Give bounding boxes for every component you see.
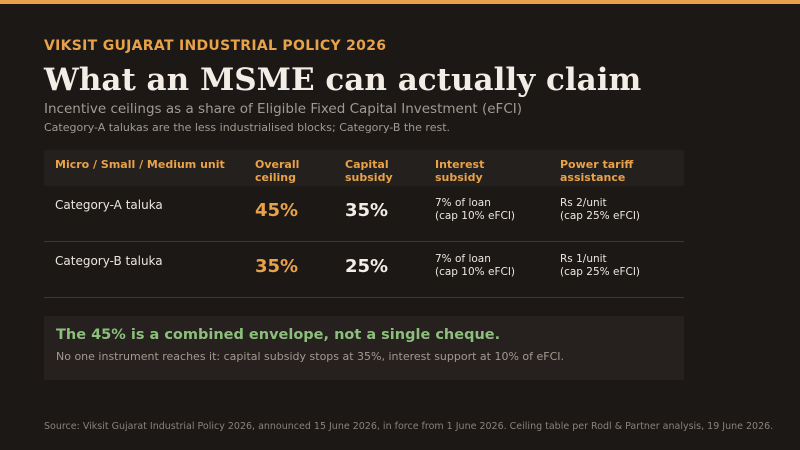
row-label: Category-B taluka: [55, 254, 163, 268]
interest-cap: (cap 10% eFCI): [435, 210, 516, 222]
overall-ceiling-value: 35%: [255, 256, 299, 277]
header-power-line1: Power tariff: [560, 158, 634, 171]
header-capital: Capital subsidy: [345, 158, 393, 184]
interest-cap: (cap 10% eFCI): [435, 266, 516, 278]
power-rate: Rs 2/unit: [560, 197, 607, 209]
incentive-table: Micro / Small / Medium unit Overall ceil…: [44, 150, 684, 298]
power-cap: (cap 25% eFCI): [560, 266, 641, 278]
capital-subsidy-value: 25%: [345, 256, 389, 277]
header-power-line2: assistance: [560, 171, 626, 184]
page-note: Category-A talukas are the less industri…: [44, 121, 451, 134]
header-power: Power tariff assistance: [560, 158, 633, 184]
header-overall: Overall ceiling: [255, 158, 299, 184]
callout-headline: The 45% is a combined envelope, not a si…: [56, 327, 501, 343]
page-subtitle: Incentive ceilings as a share of Eligibl…: [44, 101, 522, 117]
table-row-category-a: Category-A taluka 45% 35% 7% of loan (ca…: [44, 186, 684, 242]
header-unit-text: Micro / Small / Medium unit: [55, 158, 225, 171]
row-label: Category-A taluka: [55, 198, 163, 212]
overall-ceiling-value: 45%: [255, 200, 299, 221]
source-note: Source: Viksit Gujarat Industrial Policy…: [44, 421, 774, 432]
interest-subsidy-value: 7% of loan (cap 10% eFCI): [435, 253, 515, 279]
capital-subsidy-value: 35%: [345, 200, 389, 221]
callout-body: No one instrument reaches it: capital su…: [56, 350, 565, 363]
header-interest-line1: Interest: [435, 158, 485, 171]
kicker: VIKSIT GUJARAT INDUSTRIAL POLICY 2026: [44, 38, 387, 54]
power-tariff-value: Rs 1/unit (cap 25% eFCI): [560, 253, 640, 279]
table-row-category-b: Category-B taluka 35% 25% 7% of loan (ca…: [44, 242, 684, 298]
interest-subsidy-value: 7% of loan (cap 10% eFCI): [435, 197, 515, 223]
power-tariff-value: Rs 2/unit (cap 25% eFCI): [560, 197, 640, 223]
table-header: Micro / Small / Medium unit Overall ceil…: [44, 150, 684, 186]
interest-rate: 7% of loan: [435, 253, 491, 265]
interest-rate: 7% of loan: [435, 197, 491, 209]
header-overall-line2: ceiling: [255, 171, 296, 184]
page-title: What an MSME can actually claim: [44, 62, 642, 98]
header-interest-line2: subsidy: [435, 171, 483, 184]
callout-box: The 45% is a combined envelope, not a si…: [44, 316, 684, 380]
header-unit: Micro / Small / Medium unit: [55, 158, 225, 171]
header-overall-line1: Overall: [255, 158, 300, 171]
power-cap: (cap 25% eFCI): [560, 210, 641, 222]
header-capital-line2: subsidy: [345, 171, 393, 184]
header-capital-line1: Capital: [345, 158, 389, 171]
top-accent-bar: [0, 0, 800, 4]
power-rate: Rs 1/unit: [560, 253, 607, 265]
header-interest: Interest subsidy: [435, 158, 484, 184]
